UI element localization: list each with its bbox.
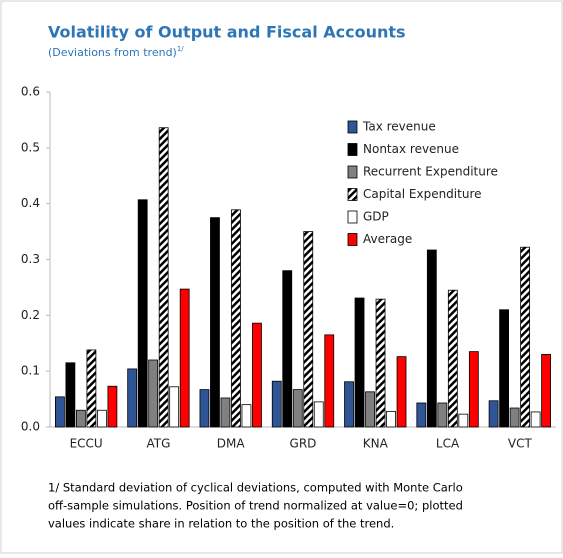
y-tick-label: 0.0 xyxy=(21,420,40,434)
bar xyxy=(158,127,169,428)
x-tick-label: ATG xyxy=(146,437,170,451)
bar xyxy=(530,411,541,428)
legend-swatch xyxy=(347,233,358,246)
bar xyxy=(447,289,458,428)
legend-label: Recurrent Expenditure xyxy=(363,165,498,179)
y-tick-label: 0.4 xyxy=(21,196,40,210)
bar xyxy=(416,402,427,428)
bar xyxy=(75,409,86,428)
bar xyxy=(148,359,159,428)
legend-swatch xyxy=(347,143,358,156)
y-tick-label: 0.1 xyxy=(21,364,40,378)
bar xyxy=(324,334,335,428)
footnote: 1/ Standard deviation of cyclical deviat… xyxy=(48,481,463,495)
bar xyxy=(137,199,148,428)
bar xyxy=(241,404,252,428)
legend-label: Tax revenue xyxy=(362,120,436,134)
chart-title: Volatility of Output and Fiscal Accounts xyxy=(48,23,406,42)
legend-swatch xyxy=(347,165,358,179)
y-tick-label: 0.6 xyxy=(21,85,40,99)
x-tick-label: KNA xyxy=(363,437,389,451)
legend-swatch xyxy=(347,210,358,224)
bar xyxy=(231,209,241,428)
bar xyxy=(179,288,190,428)
bar xyxy=(107,385,118,428)
x-tick-label: GRD xyxy=(290,437,317,451)
legend-label: GDP xyxy=(363,210,389,224)
legend-label: Average xyxy=(363,232,412,246)
y-tick-label: 0.2 xyxy=(21,308,40,322)
bar xyxy=(541,354,552,428)
y-tick-label: 0.5 xyxy=(21,140,40,154)
legend-swatch xyxy=(347,188,358,201)
bar xyxy=(354,297,365,428)
y-tick-label: 0.3 xyxy=(21,252,40,266)
bar xyxy=(520,246,531,428)
bar xyxy=(54,396,65,428)
bar xyxy=(127,368,138,428)
bar xyxy=(426,249,437,428)
chart-subtitle: (Deviations from trend)1/ xyxy=(48,45,184,59)
bar xyxy=(375,298,386,428)
x-tick-label: VCT xyxy=(508,437,533,451)
bar xyxy=(313,401,324,428)
bar xyxy=(437,402,448,428)
legend-label: Nontax revenue xyxy=(363,142,459,156)
bar xyxy=(86,349,97,428)
bar xyxy=(303,231,314,428)
bar xyxy=(499,309,510,428)
footnote: values indicate share in relation to the… xyxy=(48,517,394,531)
subtitle-text: (Deviations from trend) xyxy=(48,46,177,59)
bar xyxy=(220,397,231,428)
x-tick-label: ECCU xyxy=(70,437,103,451)
bar xyxy=(65,362,76,428)
bar xyxy=(96,409,107,428)
bar xyxy=(396,356,407,428)
bar xyxy=(292,389,303,428)
subtitle-note: 1/ xyxy=(177,45,184,53)
bar xyxy=(169,386,180,428)
bar xyxy=(210,217,220,428)
bar xyxy=(386,410,396,428)
legend-label: Capital Expenditure xyxy=(363,187,482,201)
bar xyxy=(509,407,520,428)
bar xyxy=(458,413,469,428)
bar xyxy=(199,389,210,428)
bar xyxy=(468,351,479,428)
x-tick-label: DMA xyxy=(217,437,246,451)
legend-swatch xyxy=(347,120,358,134)
bar xyxy=(282,270,293,428)
bar xyxy=(344,381,354,428)
bar xyxy=(488,400,499,428)
footnote: off-sample simulations. Position of tren… xyxy=(48,499,463,513)
x-tick-label: LCA xyxy=(436,437,460,451)
bar xyxy=(271,380,282,428)
bar xyxy=(252,322,262,428)
bar xyxy=(365,391,375,428)
